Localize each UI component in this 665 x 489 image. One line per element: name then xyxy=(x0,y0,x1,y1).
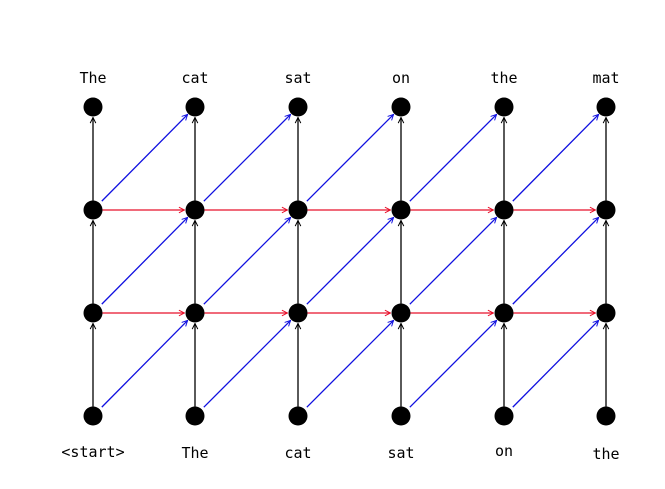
diagonal-edge xyxy=(512,114,599,202)
top-word-label: the xyxy=(490,69,517,87)
hidden-node xyxy=(288,303,308,323)
output-node xyxy=(596,97,616,117)
bottom-word-label: sat xyxy=(387,444,414,462)
hidden-node xyxy=(391,200,411,220)
diagonal-edge xyxy=(101,320,188,408)
input-node xyxy=(288,406,308,426)
output-node xyxy=(185,97,205,117)
hidden-node xyxy=(596,200,616,220)
hidden-node xyxy=(83,200,103,220)
bottom-word-label: The xyxy=(181,444,208,462)
diagonal-edge xyxy=(203,320,291,408)
hidden-node xyxy=(288,200,308,220)
bottom-word-label: the xyxy=(592,445,619,463)
hidden-node xyxy=(83,303,103,323)
diagonal-edge xyxy=(409,114,497,202)
input-node xyxy=(596,406,616,426)
input-node xyxy=(185,406,205,426)
output-node xyxy=(494,97,514,117)
diagonal-edge xyxy=(409,320,497,408)
top-word-label: The xyxy=(79,69,106,87)
hidden-node xyxy=(494,200,514,220)
diagonal-edge xyxy=(203,114,291,202)
input-node xyxy=(494,406,514,426)
hidden-node xyxy=(185,200,205,220)
output-node xyxy=(391,97,411,117)
hidden-node xyxy=(494,303,514,323)
diagonal-edge xyxy=(306,114,394,202)
top-word-label: sat xyxy=(284,69,311,87)
input-node xyxy=(391,406,411,426)
diagonal-edge xyxy=(306,217,394,305)
edges-layer xyxy=(93,114,606,408)
input-node xyxy=(83,406,103,426)
bottom-word-label: on xyxy=(495,442,513,460)
bottom-word-label: cat xyxy=(284,444,311,462)
hidden-node xyxy=(391,303,411,323)
diagonal-edge xyxy=(512,320,599,408)
diagonal-edge xyxy=(306,320,394,408)
diagonal-edge xyxy=(101,114,188,202)
diagonal-edge xyxy=(512,217,599,305)
output-node xyxy=(83,97,103,117)
hidden-node xyxy=(596,303,616,323)
bottom-word-labels: <start> The cat sat on the xyxy=(61,442,619,463)
top-word-label: on xyxy=(392,69,410,87)
output-node xyxy=(288,97,308,117)
top-word-label: cat xyxy=(181,69,208,87)
top-word-labels: The cat sat on the mat xyxy=(79,69,619,87)
diagonal-edge xyxy=(409,217,497,305)
diagonal-edge xyxy=(203,217,291,305)
nodes-layer xyxy=(83,97,616,426)
bottom-word-label: <start> xyxy=(61,443,124,461)
top-word-label: mat xyxy=(592,69,619,87)
diagonal-edge xyxy=(101,217,188,305)
hidden-node xyxy=(185,303,205,323)
